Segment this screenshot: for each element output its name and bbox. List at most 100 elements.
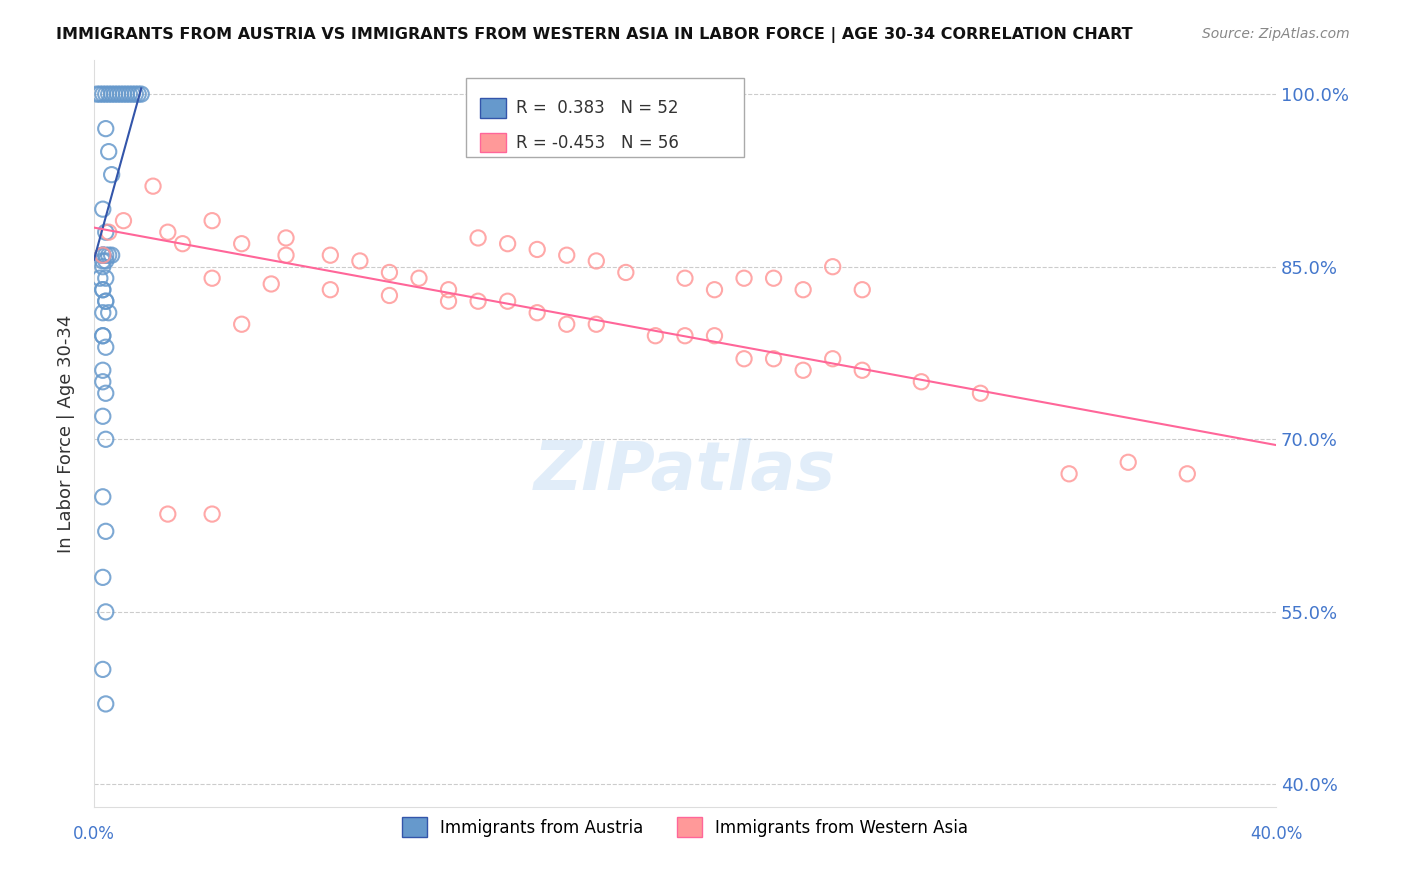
- Point: [762, 351, 785, 366]
- Point: [969, 386, 991, 401]
- Point: [467, 294, 489, 309]
- Point: [97, 248, 120, 262]
- Text: IMMIGRANTS FROM AUSTRIA VS IMMIGRANTS FROM WESTERN ASIA IN LABOR FORCE | AGE 30-: IMMIGRANTS FROM AUSTRIA VS IMMIGRANTS FR…: [56, 27, 1133, 43]
- Legend: Immigrants from Austria, Immigrants from Western Asia: Immigrants from Austria, Immigrants from…: [395, 810, 974, 844]
- Point: [91, 375, 114, 389]
- FancyBboxPatch shape: [481, 98, 506, 118]
- Point: [91, 570, 114, 584]
- Point: [703, 328, 725, 343]
- Point: [555, 248, 578, 262]
- Point: [94, 340, 117, 354]
- Point: [104, 87, 127, 102]
- Point: [94, 225, 117, 239]
- Point: [585, 317, 607, 331]
- Text: R = -0.453   N = 56: R = -0.453 N = 56: [516, 134, 679, 152]
- Point: [733, 271, 755, 285]
- Text: 40.0%: 40.0%: [1250, 825, 1302, 843]
- Point: [118, 87, 141, 102]
- Point: [1116, 455, 1139, 469]
- Point: [97, 87, 120, 102]
- Point: [94, 524, 117, 539]
- Point: [91, 260, 114, 274]
- Point: [792, 283, 814, 297]
- FancyBboxPatch shape: [467, 78, 744, 157]
- Point: [437, 283, 460, 297]
- Point: [851, 283, 873, 297]
- Point: [121, 87, 143, 102]
- Point: [349, 254, 371, 268]
- Y-axis label: In Labor Force | Age 30-34: In Labor Force | Age 30-34: [58, 314, 75, 553]
- Point: [526, 306, 548, 320]
- Point: [156, 507, 179, 521]
- Point: [91, 409, 114, 424]
- Point: [851, 363, 873, 377]
- Point: [555, 317, 578, 331]
- Point: [94, 432, 117, 446]
- Point: [644, 328, 666, 343]
- Point: [100, 87, 122, 102]
- Point: [821, 351, 844, 366]
- Text: 0.0%: 0.0%: [73, 825, 115, 843]
- Point: [91, 306, 114, 320]
- Point: [201, 213, 224, 227]
- Point: [91, 363, 114, 377]
- Point: [673, 271, 696, 285]
- Point: [94, 294, 117, 309]
- Point: [231, 236, 253, 251]
- Point: [91, 328, 114, 343]
- Point: [94, 386, 117, 401]
- Point: [94, 271, 117, 285]
- Point: [274, 248, 297, 262]
- Point: [1175, 467, 1198, 481]
- Point: [112, 87, 135, 102]
- Text: ZIPatlas: ZIPatlas: [534, 438, 837, 504]
- Point: [97, 225, 120, 239]
- Point: [91, 87, 114, 102]
- Point: [201, 271, 224, 285]
- Point: [437, 294, 460, 309]
- Point: [100, 168, 122, 182]
- Point: [129, 87, 152, 102]
- Point: [319, 248, 342, 262]
- Point: [86, 87, 108, 102]
- Point: [91, 248, 114, 262]
- Point: [89, 87, 111, 102]
- Point: [94, 697, 117, 711]
- Point: [378, 288, 401, 302]
- Point: [91, 248, 114, 262]
- Point: [91, 248, 114, 262]
- FancyBboxPatch shape: [481, 133, 506, 153]
- Point: [91, 248, 114, 262]
- Point: [94, 121, 117, 136]
- Point: [496, 236, 519, 251]
- Point: [156, 225, 179, 239]
- Point: [97, 306, 120, 320]
- Point: [142, 179, 165, 194]
- Point: [124, 87, 146, 102]
- Point: [792, 363, 814, 377]
- Point: [91, 328, 114, 343]
- Point: [673, 328, 696, 343]
- Point: [91, 283, 114, 297]
- Point: [231, 317, 253, 331]
- Point: [91, 662, 114, 676]
- Point: [821, 260, 844, 274]
- Point: [467, 231, 489, 245]
- Point: [94, 254, 117, 268]
- Point: [91, 254, 114, 268]
- Point: [94, 87, 117, 102]
- Point: [274, 231, 297, 245]
- Point: [201, 507, 224, 521]
- Point: [89, 271, 111, 285]
- Point: [97, 145, 120, 159]
- Point: [408, 271, 430, 285]
- Point: [496, 294, 519, 309]
- Point: [127, 87, 149, 102]
- Point: [112, 213, 135, 227]
- Point: [94, 248, 117, 262]
- Point: [115, 87, 138, 102]
- Point: [526, 243, 548, 257]
- Point: [94, 605, 117, 619]
- Point: [703, 283, 725, 297]
- Point: [762, 271, 785, 285]
